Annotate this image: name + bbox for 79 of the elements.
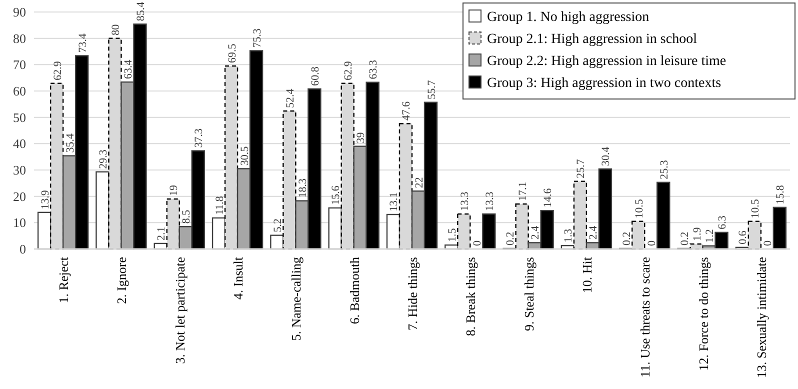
data-label: 2.4 bbox=[588, 225, 600, 240]
data-label: 1.9 bbox=[692, 226, 704, 241]
legend-label: Group 2.2: High aggression in leisure time bbox=[487, 54, 726, 69]
data-label: 75.3 bbox=[251, 28, 264, 48]
x-tick-label: 11. Use threats to scare bbox=[638, 256, 653, 378]
y-tick-label: 70 bbox=[13, 57, 26, 72]
x-tick-label: 13. Sexually intimidate bbox=[754, 256, 769, 378]
data-label: 5.2 bbox=[272, 218, 284, 232]
data-label: 0 bbox=[762, 240, 774, 246]
data-label: 73.4 bbox=[76, 32, 89, 53]
data-label: 19 bbox=[168, 184, 180, 196]
data-label: 1.3 bbox=[562, 228, 575, 243]
data-label: 63.4 bbox=[122, 59, 134, 80]
x-tick-label: 1. Reject bbox=[56, 256, 72, 304]
data-label: 35.4 bbox=[64, 133, 76, 153]
data-label: 1.5 bbox=[446, 228, 458, 242]
data-label: 52.4 bbox=[284, 88, 296, 108]
data-label: 0.2 bbox=[679, 232, 692, 246]
data-label: 60.8 bbox=[309, 66, 322, 86]
data-label: 6.3 bbox=[716, 215, 729, 230]
data-label: 0.2 bbox=[504, 232, 517, 246]
data-label: 14.6 bbox=[542, 188, 554, 208]
x-tick-label: 5. Name-calling bbox=[288, 256, 304, 341]
data-label: 0.2 bbox=[620, 232, 633, 246]
data-label: 8.5 bbox=[180, 209, 193, 224]
x-tick-label: 7. Hide things bbox=[405, 257, 420, 330]
legend-label: Group 3: High aggression in two contexts bbox=[487, 76, 722, 91]
x-tick-label: 3. Not let participate bbox=[172, 256, 188, 364]
data-label: 13.3 bbox=[484, 191, 496, 211]
data-label: 0 bbox=[646, 240, 658, 246]
data-label: 62.9 bbox=[52, 60, 64, 80]
data-label: 13.9 bbox=[39, 190, 52, 210]
data-label: 85.4 bbox=[134, 1, 147, 22]
legend-label: Group 1. No high aggression bbox=[487, 10, 650, 25]
y-tick-label: 10 bbox=[13, 215, 26, 230]
x-tick-label: 12. Force to do things bbox=[696, 257, 711, 371]
data-label: 69.5 bbox=[226, 43, 238, 63]
data-label: 47.6 bbox=[400, 100, 413, 121]
x-tick-label: 6. Badmouth bbox=[346, 256, 362, 324]
data-label: 10.5 bbox=[633, 198, 646, 218]
data-label: 0.6 bbox=[737, 230, 750, 244]
y-tick-label: 0 bbox=[20, 242, 26, 257]
x-tick-label: 9. Steal things bbox=[521, 257, 536, 332]
y-tick-label: 50 bbox=[13, 110, 26, 125]
y-tick-label: 30 bbox=[13, 162, 26, 178]
y-tick-label: 20 bbox=[13, 188, 26, 204]
data-label: 10.5 bbox=[750, 198, 762, 218]
y-tick-label: 60 bbox=[13, 84, 26, 99]
data-label: 11.8 bbox=[214, 196, 226, 215]
y-tick-label: 90 bbox=[13, 4, 26, 20]
data-label: 18.3 bbox=[296, 178, 309, 198]
data-label: 30.5 bbox=[238, 146, 251, 166]
data-label: 55.7 bbox=[426, 80, 438, 100]
data-label: 25.3 bbox=[658, 160, 670, 180]
x-tick-label: 10. Hit bbox=[579, 256, 594, 294]
data-label: 2.4 bbox=[530, 225, 542, 240]
data-label: 39 bbox=[355, 132, 368, 144]
data-label: 25.7 bbox=[575, 158, 588, 178]
data-label: 62.9 bbox=[342, 60, 355, 80]
data-label: 13.3 bbox=[458, 191, 471, 211]
x-tick-label: 8. Break things bbox=[463, 257, 478, 336]
data-label: 1.2 bbox=[704, 229, 716, 243]
data-label: 30.4 bbox=[600, 146, 612, 166]
data-label: 63.3 bbox=[368, 60, 380, 80]
y-tick-label: 40 bbox=[13, 136, 26, 152]
data-label: 15.6 bbox=[330, 185, 342, 205]
data-label: 22 bbox=[413, 177, 426, 188]
data-label: 29.3 bbox=[97, 149, 110, 169]
data-label: 80 bbox=[110, 24, 122, 36]
data-label: 2.1 bbox=[156, 226, 168, 240]
data-label: 37.3 bbox=[193, 128, 206, 148]
data-label: 13.1 bbox=[388, 192, 400, 212]
data-label: 15.8 bbox=[774, 184, 787, 204]
x-tick-label: 2. Ignore bbox=[114, 256, 130, 304]
data-label: 0 bbox=[471, 240, 484, 246]
legend-label: Group 2.1: High aggression in school bbox=[487, 32, 698, 47]
y-tick-label: 80 bbox=[13, 30, 26, 46]
x-tick-label: 4. Insult bbox=[230, 256, 246, 300]
data-label: 17.1 bbox=[517, 182, 530, 201]
